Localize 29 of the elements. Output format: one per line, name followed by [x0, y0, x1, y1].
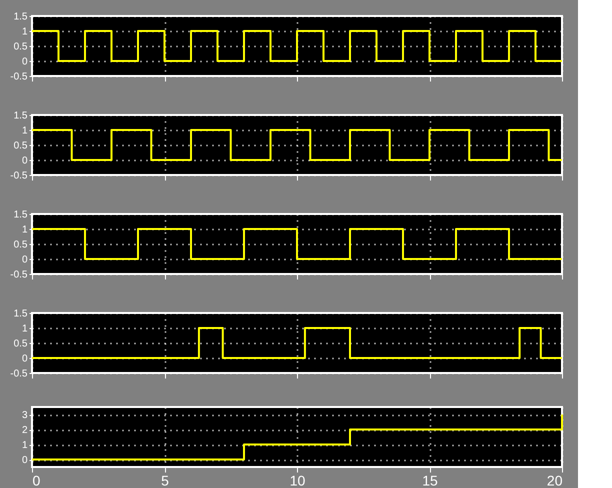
y-tick-label: 1 [22, 26, 28, 38]
y-tick-label: 0 [22, 56, 28, 68]
y-tick-label: 3 [22, 410, 28, 421]
x-tick-label: 5 [161, 472, 170, 488]
y-tick-label: 1.5 [14, 12, 28, 22]
y-tick-label: -0.5 [10, 270, 28, 280]
y-tick-label: 1 [22, 440, 28, 451]
y-tick-label: 0 [22, 455, 28, 466]
y-tick-label: 1.5 [14, 210, 28, 220]
x-tick-label: 20 [546, 472, 563, 488]
y-tick-label: 0 [22, 254, 28, 266]
y-tick-label: 2 [22, 425, 28, 436]
y-tick-label: 0.5 [14, 240, 28, 250]
y-tick-label: -0.5 [10, 72, 28, 82]
x-tick-label: 15 [422, 472, 438, 488]
y-tick-label: 1 [22, 126, 28, 136]
x-tick-label: 10 [290, 472, 306, 488]
y-tick-label: 1.5 [14, 308, 28, 320]
y-tick-label: 0.5 [14, 140, 28, 152]
x-tick-label: 0 [32, 472, 40, 488]
y-tick-label: -0.5 [10, 170, 28, 182]
y-tick-label: 0 [22, 354, 28, 364]
y-tick-label: 1 [22, 324, 28, 334]
y-tick-label: 0.5 [14, 338, 28, 350]
y-tick-label: 1 [22, 224, 28, 236]
y-tick-label: 0.5 [14, 42, 28, 52]
y-tick-label: -0.5 [10, 368, 28, 380]
y-tick-label: 0 [22, 156, 28, 166]
y-tick-label: 1.5 [14, 110, 28, 122]
